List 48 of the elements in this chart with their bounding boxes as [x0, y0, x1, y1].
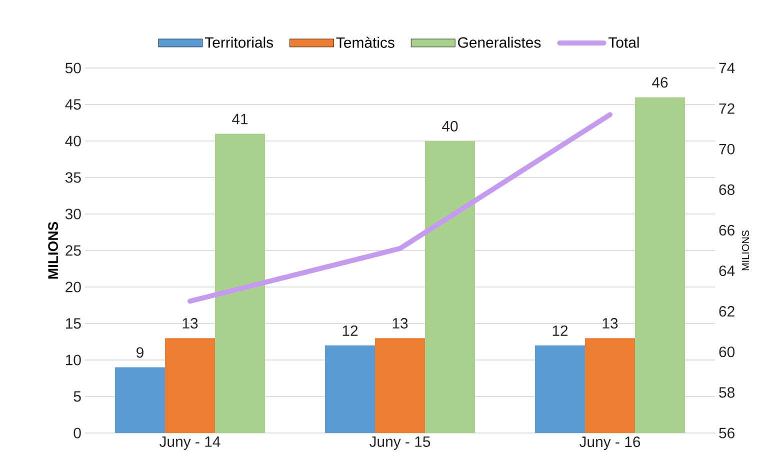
x-tick-label: Juny - 15 — [370, 436, 430, 450]
bar — [115, 367, 165, 433]
data-label: 13 — [392, 318, 408, 329]
y-tick-label: 25 — [66, 245, 81, 256]
bar — [585, 338, 636, 433]
y2-tick-label: 58 — [719, 387, 734, 398]
data-label: 12 — [552, 325, 568, 336]
data-label: 40 — [442, 120, 458, 132]
y2-tick-label: 64 — [719, 265, 735, 276]
y2-tick-label: 72 — [719, 103, 734, 114]
y2-tick-label: 62 — [719, 306, 734, 317]
y-tick-label: 30 — [65, 208, 81, 220]
data-label: 41 — [232, 114, 248, 124]
data-label: 13 — [182, 318, 198, 329]
y2-tick-label: 74 — [719, 62, 735, 74]
bar — [215, 134, 266, 433]
data-label: 13 — [602, 318, 618, 329]
bar — [325, 345, 376, 433]
y2-tick-label: 70 — [719, 144, 735, 154]
x-tick-label: Juny - 16 — [580, 436, 640, 450]
bar — [535, 345, 586, 433]
y-tick-label: 35 — [65, 172, 81, 183]
y-tick-label: 40 — [65, 136, 81, 146]
y2-axis-title: MILIONS — [742, 230, 750, 270]
legend-label: Total — [608, 36, 639, 48]
y-tick-label: 15 — [66, 318, 81, 329]
data-label: 9 — [136, 347, 144, 358]
legend-label: Temàtics — [336, 36, 394, 48]
y-axis-title: MILIONS — [48, 222, 58, 279]
legend-label: Territorials — [204, 36, 274, 48]
y-tick-label: 10 — [66, 354, 81, 366]
bar — [375, 338, 426, 433]
y2-tick-label: 68 — [719, 184, 734, 195]
bar — [165, 338, 216, 433]
y-tick-label: 0 — [74, 428, 81, 438]
bar — [635, 97, 686, 433]
y-tick-label: 50 — [65, 62, 81, 74]
y-tick-label: 20 — [66, 282, 81, 292]
x-tick-label: Juny - 14 — [160, 436, 220, 450]
y2-tick-label: 56 — [719, 428, 734, 438]
bar — [425, 141, 476, 433]
y2-tick-label: 60 — [719, 346, 735, 358]
legend-label: Generalistes — [458, 36, 541, 48]
y-tick-label: 45 — [65, 99, 81, 110]
data-label: 46 — [652, 77, 668, 88]
y2-tick-label: 66 — [719, 224, 734, 236]
data-label: 12 — [342, 325, 358, 336]
y-tick-label: 5 — [74, 391, 81, 402]
